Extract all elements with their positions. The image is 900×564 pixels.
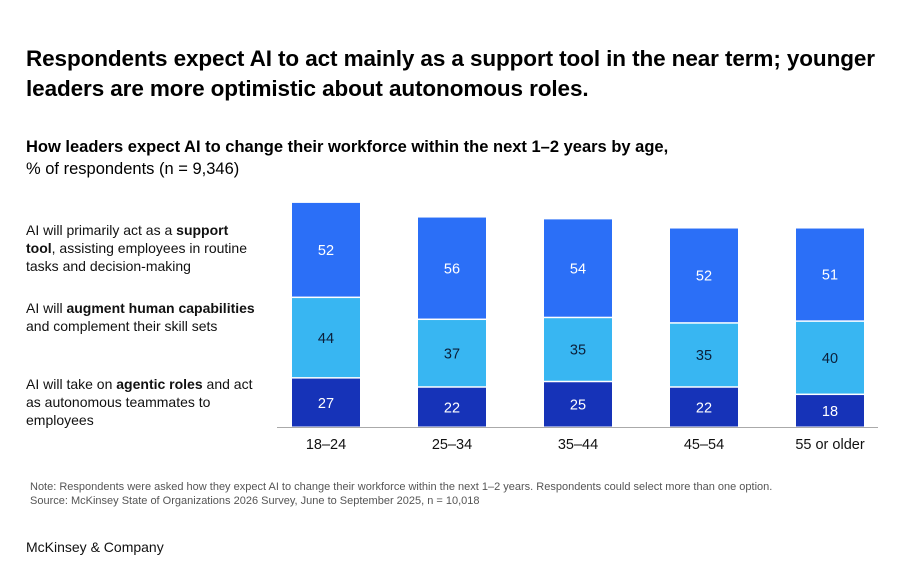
source-text: Source: McKinsey State of Organizations … <box>30 495 480 507</box>
x-tick-label: 45–54 <box>684 437 724 453</box>
legend-text-part: and act as autonomous teammates to emplo… <box>26 376 253 428</box>
legend-text-part: augment human capabilities <box>66 300 255 316</box>
data-label: 37 <box>444 346 460 362</box>
data-label: 40 <box>822 351 838 367</box>
note-text: Note: Respondents were asked how they ex… <box>30 481 773 493</box>
legend-text-part: AI will take on <box>26 376 117 392</box>
data-label: 35 <box>696 348 712 364</box>
data-label: 27 <box>318 396 334 412</box>
footnote: Note: Respondents were asked how they ex… <box>30 480 890 508</box>
bar-segment-agentic-roles <box>796 395 864 427</box>
data-label: 52 <box>318 243 334 259</box>
legend-text-part: support tool <box>26 222 229 256</box>
legend-text-part: AI will <box>26 300 67 316</box>
data-label: 18 <box>822 404 838 420</box>
legend-agentic-roles: AI will take on agentic roles and act as… <box>26 375 256 429</box>
x-tick-label: 18–24 <box>306 437 346 453</box>
data-label: 56 <box>444 261 460 277</box>
brand-logo-text: McKinsey & Company <box>26 539 164 555</box>
subtitle-units: % of respondents (n = 9,346) <box>26 160 240 178</box>
legend-augment-capabilities: AI will augment human capabilities and c… <box>26 299 256 335</box>
chart-subtitle: How leaders expect AI to change their wo… <box>26 136 886 180</box>
bar-segment-agentic-roles <box>670 387 738 427</box>
x-tick-label: 25–34 <box>432 437 472 453</box>
bar-segment-augment-human-capabilities <box>796 321 864 394</box>
bar-segment-augment-human-capabilities <box>544 318 612 381</box>
data-label: 52 <box>696 269 712 285</box>
x-tick-label: 55 or older <box>795 437 864 453</box>
bar-segment-support-tool <box>796 228 864 321</box>
bar-segment-support-tool <box>418 217 486 319</box>
stacked-bar-chart: 27 44 52 18–24 22 37 56 25–34 25 35 54 35–44 22 35 52 4… <box>277 202 878 453</box>
chart-title: Respondents expect AI to act mainly as a… <box>26 46 875 101</box>
bar-segment-agentic-roles <box>292 378 360 427</box>
bar-segment-support-tool <box>544 219 612 317</box>
bar-segment-support-tool <box>670 228 738 323</box>
legend-text-part: and complement their skill sets <box>26 318 218 334</box>
legend-support-tool: AI will primarily act as a support tool,… <box>26 221 256 275</box>
bar-segment-augment-human-capabilities <box>670 323 738 387</box>
data-label: 44 <box>318 331 334 347</box>
legend-text-part: AI will primarily act as a <box>26 222 177 238</box>
bar-segment-augment-human-capabilities <box>292 298 360 378</box>
data-label: 51 <box>822 268 838 284</box>
legend-text-part: agentic roles <box>116 376 203 392</box>
data-label: 22 <box>444 400 460 416</box>
x-tick-label: 35–44 <box>558 437 598 453</box>
bar-segment-augment-human-capabilities <box>418 320 486 387</box>
bar-segment-support-tool <box>292 202 360 297</box>
legend-text-part: , assisting employees in routine tasks a… <box>26 240 247 274</box>
data-label: 22 <box>696 400 712 416</box>
subtitle-bold: How leaders expect AI to change their wo… <box>26 138 669 156</box>
bar-segment-agentic-roles <box>544 382 612 427</box>
data-label: 25 <box>570 398 586 414</box>
data-label: 54 <box>570 261 586 277</box>
data-label: 35 <box>570 343 586 359</box>
bar-segment-agentic-roles <box>418 387 486 427</box>
